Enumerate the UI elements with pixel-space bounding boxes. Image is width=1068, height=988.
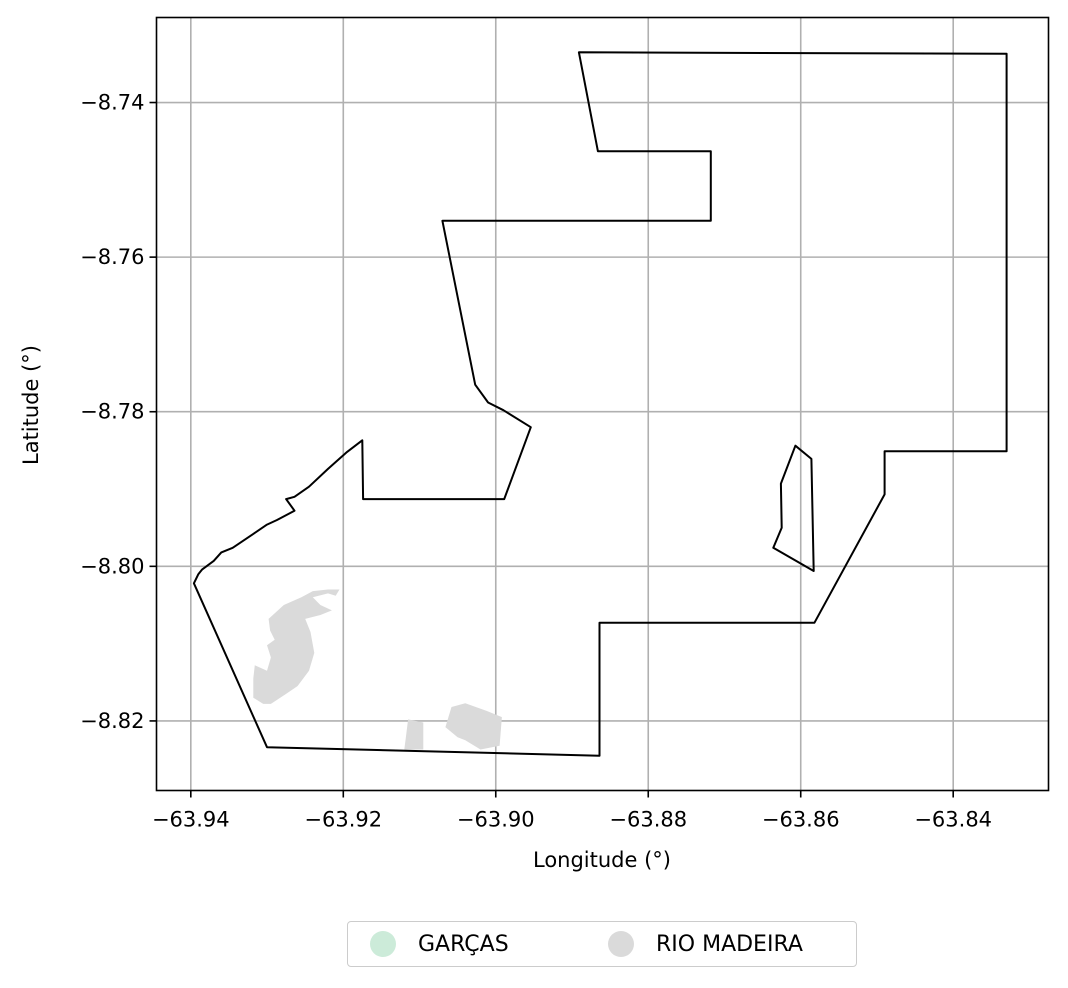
y-tick-label: −8.76	[80, 245, 144, 269]
legend-entry-garcas: GARÇAS	[370, 922, 509, 966]
legend-label-garcas: GARÇAS	[418, 931, 509, 957]
legend-marker-rio-madeira	[608, 931, 634, 957]
grid-lines	[156, 17, 1049, 791]
x-axis-title: Longitude (°)	[533, 848, 671, 872]
plot-frame	[155, 16, 1050, 792]
x-tick-label: −63.90	[457, 808, 535, 832]
y-tick-label: −8.78	[80, 400, 144, 424]
y-axis-title: Latitude (°)	[19, 345, 43, 465]
x-tick-label: −63.88	[609, 808, 687, 832]
legend-label-rio-madeira: RIO MADEIRA	[656, 931, 803, 957]
x-tick-label: −63.86	[762, 808, 840, 832]
legend-marker-garcas	[370, 931, 396, 957]
area-rio-madeira	[404, 719, 424, 750]
x-tick-label: −63.94	[152, 808, 230, 832]
y-tick-label: −8.80	[80, 554, 144, 578]
y-tick-label: −8.74	[80, 91, 144, 115]
y-tick-label: −8.82	[80, 709, 144, 733]
boundary-outlines	[192, 51, 1008, 757]
legend-entry-rio-madeira: RIO MADEIRA	[608, 922, 803, 966]
area-rio-madeira	[445, 703, 502, 750]
area-fills	[253, 589, 502, 750]
legend: GARÇAS RIO MADEIRA	[347, 921, 857, 967]
x-tick-label: −63.92	[304, 808, 382, 832]
area-rio-madeira	[253, 589, 340, 704]
x-tick-label: −63.84	[914, 808, 992, 832]
outer-boundary-outline	[192, 51, 1008, 757]
inner-boundary-outline	[772, 444, 815, 572]
axis-ticks: −63.94 −63.92 −63.90 −63.88 −63.86 −63.84 −8.7…	[80, 91, 992, 832]
